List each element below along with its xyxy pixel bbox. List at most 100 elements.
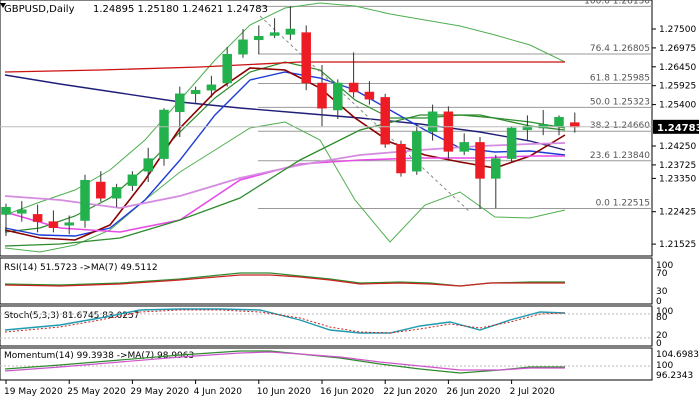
momentum-ma-line (4, 351, 565, 372)
fib-level-label: 100.0 1.28130 (584, 0, 650, 6)
candle-bullish (285, 28, 296, 35)
fib-level-label: 23.6 1.23840 (590, 151, 650, 161)
candle-bullish (222, 53, 232, 84)
x-axis-label: 4 Jun 2020 (194, 387, 243, 397)
x-axis-label: 19 May 2020 (4, 387, 63, 397)
current-price-label: 1.24783 (657, 123, 700, 134)
candle-bullish (412, 131, 422, 172)
candle-bullish (143, 158, 153, 172)
candle-bullish (491, 158, 501, 179)
candle-bullish (538, 124, 548, 129)
fib-level-label: 0.0 1.22515 (596, 198, 650, 208)
candle-bearish (570, 122, 580, 128)
candle-bullish (111, 187, 122, 199)
bollinger-middle (4, 61, 566, 233)
stoch-tick-0: 0 (656, 339, 662, 349)
candle-bullish (80, 179, 90, 221)
x-axis-label: 29 May 2020 (130, 387, 189, 397)
candle-bullish (459, 142, 469, 152)
candle-bearish (48, 221, 59, 228)
bollinger-lower (4, 121, 566, 253)
candle-bearish (396, 143, 406, 174)
chart-header-arrow-icon (0, 3, 6, 8)
stoch-main-line (4, 308, 566, 334)
price-axis-label: 1.25400 (659, 101, 696, 111)
x-axis-label: 25 May 2020 (67, 387, 126, 397)
candle-bearish (96, 181, 106, 199)
price-axis-label: 1.25925 (659, 82, 696, 92)
momentum-tick-high: 104.6983 (656, 350, 699, 360)
price-axis: 1.27500 1.26975 1.26450 1.25925 1.25400 1.242… (652, 25, 700, 250)
x-axis-label: 22 Jun 2020 (383, 387, 437, 397)
candle-bearish (348, 82, 359, 93)
x-axis-label: 26 Jun 2020 (446, 387, 500, 397)
rsi-panel-frame (0, 257, 653, 305)
fib-level-label: 76.4 1.26805 (590, 44, 650, 54)
candle-bullish (190, 89, 201, 95)
candle-bullish (175, 93, 185, 113)
fib-level-label: 38.2 1.24660 (590, 121, 650, 131)
price-axis-label: 1.23725 (659, 161, 696, 171)
rsi-tick-70: 70 (656, 269, 668, 279)
ma-magenta (4, 155, 565, 233)
fib-level-label: 50.0 1.25323 (590, 97, 650, 107)
candle-bullish (269, 32, 280, 36)
fib-level-label: 61.8 1.25985 (590, 74, 650, 84)
x-axis-label: 10 Jun 2020 (257, 387, 311, 397)
momentum-tick-100: 100 (656, 361, 673, 371)
fibonacci-layer: 100.0 1.28130 76.4 1.26805 61.8 1.25985 50.… (258, 0, 652, 209)
price-axis-label: 1.23350 (659, 174, 696, 184)
candle-bullish (159, 109, 169, 159)
momentum-tick-low: 96.2343 (656, 371, 693, 381)
candle-bullish (554, 116, 564, 127)
ma-green (4, 114, 566, 247)
candle-bearish (364, 91, 375, 100)
momentum-panel-frame (0, 347, 653, 381)
ma-red-long (4, 61, 565, 73)
current-price-badge (653, 119, 699, 134)
price-axis-label: 1.27500 (659, 25, 696, 35)
candle-bullish (1, 206, 11, 215)
price-axis-label: 1.24250 (659, 142, 696, 152)
candle-bearish (301, 32, 311, 84)
candle-bullish (17, 209, 27, 214)
candle-bullish (64, 222, 74, 226)
candlestick-series (1, 6, 580, 236)
momentum-label: Momentum(14) 99.3938 ->MA(7) 98.9963 (4, 351, 194, 361)
chart-header-ohlc: 1.24895 1.25180 1.24621 1.24783 (93, 4, 268, 15)
rsi-ma-line (4, 274, 565, 287)
candle-bearish (475, 142, 485, 179)
candle-bullish (506, 127, 517, 159)
x-axis-label: 16 Jun 2020 (320, 387, 374, 397)
rsi-label: RSI(14) 51.5723 ->MA(7) 49.5112 (4, 263, 158, 273)
candle-bullish (333, 82, 343, 111)
price-axis-label: 1.21525 (659, 240, 696, 250)
candle-bullish (127, 174, 138, 186)
price-axis-label: 1.26450 (659, 63, 696, 73)
candle-bullish (206, 84, 217, 91)
rsi-tick-30: 30 (656, 287, 668, 297)
candle-bullish (522, 125, 533, 131)
candle-bearish (380, 97, 390, 145)
rsi-tick-0: 0 (656, 297, 662, 307)
ma-violet (4, 142, 566, 209)
candle-bearish (32, 214, 43, 222)
candle-bearish (317, 82, 327, 109)
stoch-label: Stoch(5,3,3) 81.6745 83.0257 (4, 311, 139, 321)
stoch-tick-80: 80 (656, 313, 668, 323)
candle-bullish (254, 35, 264, 41)
candle-bullish (238, 39, 248, 55)
candle-bullish (427, 111, 438, 132)
moving-averages-layer (4, 2, 566, 253)
stoch-tick-20: 20 (656, 331, 668, 341)
candle-bearish (443, 111, 454, 152)
price-axis-label: 1.22425 (659, 208, 696, 218)
chart-header-symbol: GBPUSD,Daily (4, 4, 75, 15)
ma-navy (4, 74, 566, 151)
price-axis-label: 1.26975 (659, 44, 696, 54)
bollinger-upper (4, 2, 566, 216)
stoch-signal-line (4, 309, 566, 334)
x-axis-label: 2 Jul 2020 (510, 387, 555, 397)
